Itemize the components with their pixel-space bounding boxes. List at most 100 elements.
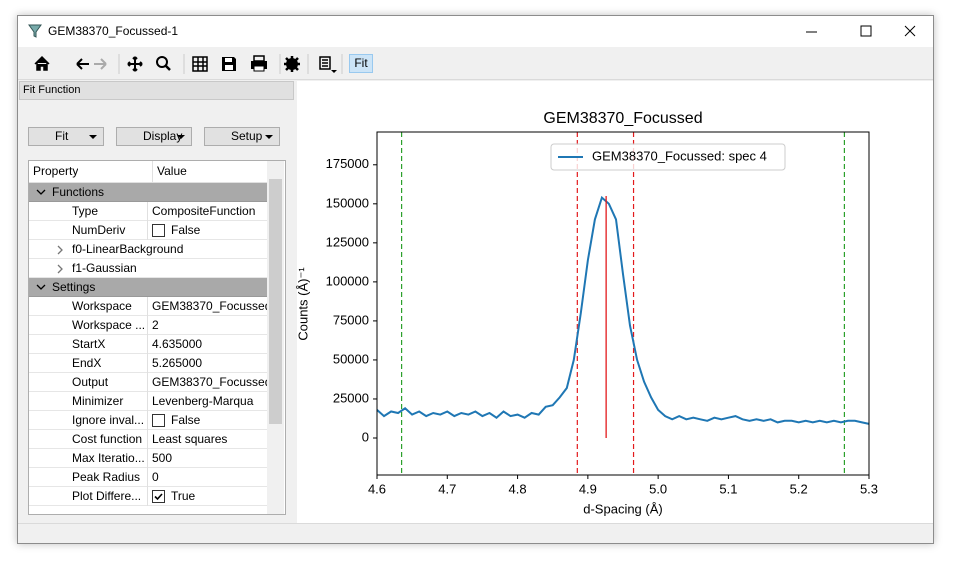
fit-toggle[interactable]: Fit [349,54,373,73]
checkbox-box [152,490,165,503]
property-name: Ignore inval... [72,413,145,427]
toolbar: Fit [18,48,933,80]
expand-arrow [57,264,63,274]
header-cell: Value [152,161,187,182]
dock-title: Fit Function [19,81,294,100]
status-bar [18,523,933,544]
dock-button[interactable]: Setup [204,127,280,146]
group-row[interactable]: Functions [29,183,267,202]
property-row[interactable]: NumDeriv False [29,221,267,240]
y-tick-label: 100000 [326,273,369,288]
checkbox[interactable] [152,414,165,427]
property-row[interactable]: Minimizer Levenberg-Marqua [29,392,267,411]
property-row[interactable]: StartX 4.635000 [29,335,267,354]
property-row[interactable]: Ignore inval... False [29,411,267,430]
property-row[interactable]: Peak Radius 0 [29,468,267,487]
property-name: Output [72,375,109,389]
property-name: NumDeriv [72,223,126,237]
column-divider [147,430,148,449]
arrow [177,135,185,139]
property-row[interactable]: Plot Differe... True [29,487,267,506]
scroll-thumb [269,179,282,424]
chart-title: GEM38370_Focussed [543,110,702,127]
arrow [89,135,97,139]
property-row[interactable]: Type CompositeFunction [29,202,267,221]
property-value: 500 [152,451,173,465]
chevron [57,245,63,255]
dropdown-arrow [89,135,97,139]
property-row[interactable]: Workspace GEM38370_Focussed [29,297,267,316]
column-divider [147,373,148,392]
property-name: Workspace [72,299,132,313]
property-name: f1-Gaussian [72,261,137,275]
property-value: GEM38370_Focussed [152,375,267,389]
property-value: CompositeFunction [152,204,256,218]
property-row[interactable]: f1-Gaussian [29,259,267,278]
x-tick-label: 4.7 [438,481,456,496]
checkbox-box [152,224,165,237]
property-value: 0 [152,470,159,484]
property-table[interactable]: Property Value Functions Type CompositeFunct… [28,160,286,515]
column-divider [147,221,148,240]
x-axis-label: d-Spacing (Å) [583,501,662,516]
chevron [36,284,46,290]
group-row[interactable]: Settings [29,278,267,297]
x-tick-label: 4.6 [368,481,386,496]
property-value: True [171,489,196,503]
group-name: Functions [52,185,105,199]
collapse-arrow [36,284,46,290]
column-divider [147,335,148,354]
checkmark [154,493,163,501]
property-row[interactable]: EndX 5.265000 [29,354,267,373]
x-tick-label: 4.9 [579,481,597,496]
property-name: Peak Radius [72,470,141,484]
y-tick-label: 125000 [326,234,369,249]
y-tick-label: 150000 [326,195,369,210]
legend-box [550,143,786,171]
property-name: Cost function [72,432,143,446]
column-divider [147,411,148,430]
toolbar-icons[interactable] [18,48,358,79]
property-row[interactable]: Max Iteratio... 500 [29,449,267,468]
property-value: 4.635000 [152,337,203,351]
window: GEM38370_Focussed-1 Fit Fi [17,15,934,544]
expand-arrow [57,245,63,255]
dropdown-arrow [177,135,185,139]
property-value: False [171,223,201,237]
checkbox[interactable] [152,490,165,503]
y-tick-label: 75000 [333,312,369,327]
column-divider [147,392,148,411]
group-name: Settings [52,280,96,294]
header-cell: Property [33,164,79,178]
property-name: Workspace ... [72,318,146,332]
property-name: Type [72,204,99,218]
axes-frame [376,131,870,476]
checkbox-box [152,414,165,427]
data-line [376,195,870,425]
chevron [36,189,46,195]
x-tick-label: 5.1 [719,481,737,496]
property-row[interactable]: f0-LinearBackground [29,240,267,259]
column-divider [147,354,148,373]
dock-button[interactable]: Display [116,127,192,146]
x-tick-label: 5.3 [860,481,878,496]
y-tick-label: 50000 [333,351,369,366]
dock-button[interactable]: Fit [28,127,104,146]
property-name: Plot Differe... [72,489,142,503]
title-bar: GEM38370_Focussed-1 [18,16,933,47]
property-row[interactable]: Workspace ... 2 [29,316,267,335]
checkbox[interactable] [152,224,165,237]
app-icon [28,24,42,38]
property-row[interactable]: Cost function Least squares [29,430,267,449]
property-name: Max Iteratio... [72,451,145,465]
property-value: Levenberg-Marqua [152,394,254,408]
y-tick-label: 0 [362,429,369,444]
window-controls[interactable] [798,16,933,47]
legend-label: GEM38370_Focussed: spec 4 [592,148,767,163]
column-divider [147,316,148,335]
y-tick-label: 25000 [333,390,369,405]
property-row[interactable]: Output GEM38370_Focussed [29,373,267,392]
property-name: StartX [72,337,106,351]
